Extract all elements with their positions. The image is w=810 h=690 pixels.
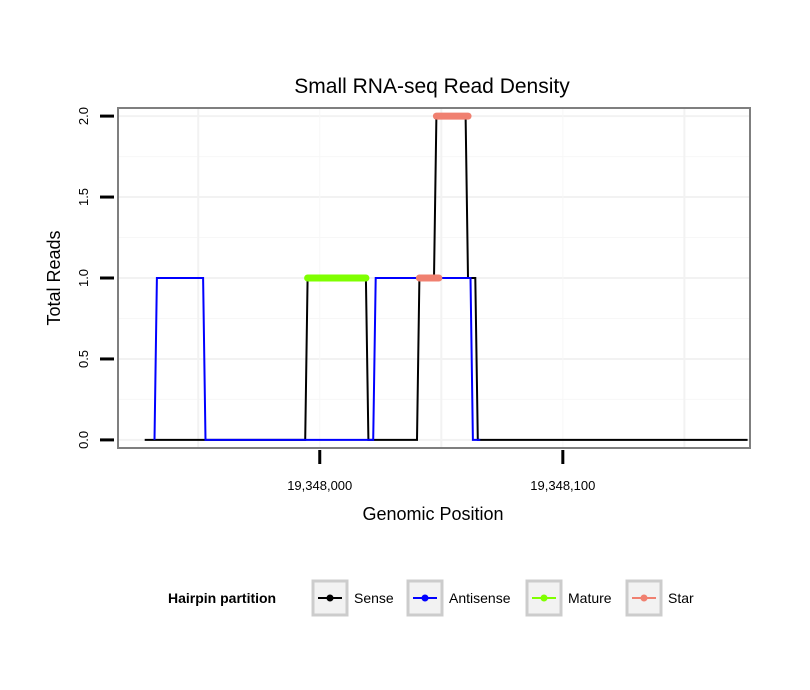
y-tick-label: 0.0	[76, 431, 91, 449]
legend-label: Star	[668, 590, 694, 606]
legend-label: Antisense	[449, 590, 511, 606]
series-layer	[144, 112, 748, 441]
plot-border	[117, 107, 751, 449]
legend-key-point	[540, 594, 548, 602]
legend-label: Sense	[354, 590, 394, 606]
legend-label: Mature	[568, 590, 612, 606]
x-tick-label: 19,348,100	[530, 478, 595, 493]
legend-title: Hairpin partition	[168, 590, 276, 606]
legend-item-star: Star	[625, 579, 694, 617]
y-tick-label: 0.5	[76, 350, 91, 368]
series-antisense-line	[153, 277, 481, 441]
legend-key-point	[421, 594, 429, 602]
legend: Hairpin partition Sense Antisense Mature St…	[168, 579, 694, 617]
x-axis-label: Genomic Position	[362, 504, 503, 524]
x-tick-label: 19,348,000	[287, 478, 352, 493]
legend-key-point	[326, 594, 334, 602]
y-tick-label: 1.0	[76, 269, 91, 287]
legend-key-point	[640, 594, 648, 602]
y-axis-label: Total Reads	[44, 230, 64, 325]
chart-title: Small RNA-seq Read Density	[294, 75, 570, 98]
legend-item-antisense: Antisense	[406, 579, 511, 617]
y-tick-label: 2.0	[76, 107, 91, 125]
legend-item-sense: Sense	[311, 579, 394, 617]
x-axis: 19,348,000 19,348,100	[287, 450, 595, 493]
y-axis: 0.0 0.5 1.0 1.5 2.0	[76, 107, 114, 449]
legend-item-mature: Mature	[525, 579, 612, 617]
y-tick-label: 1.5	[76, 188, 91, 206]
